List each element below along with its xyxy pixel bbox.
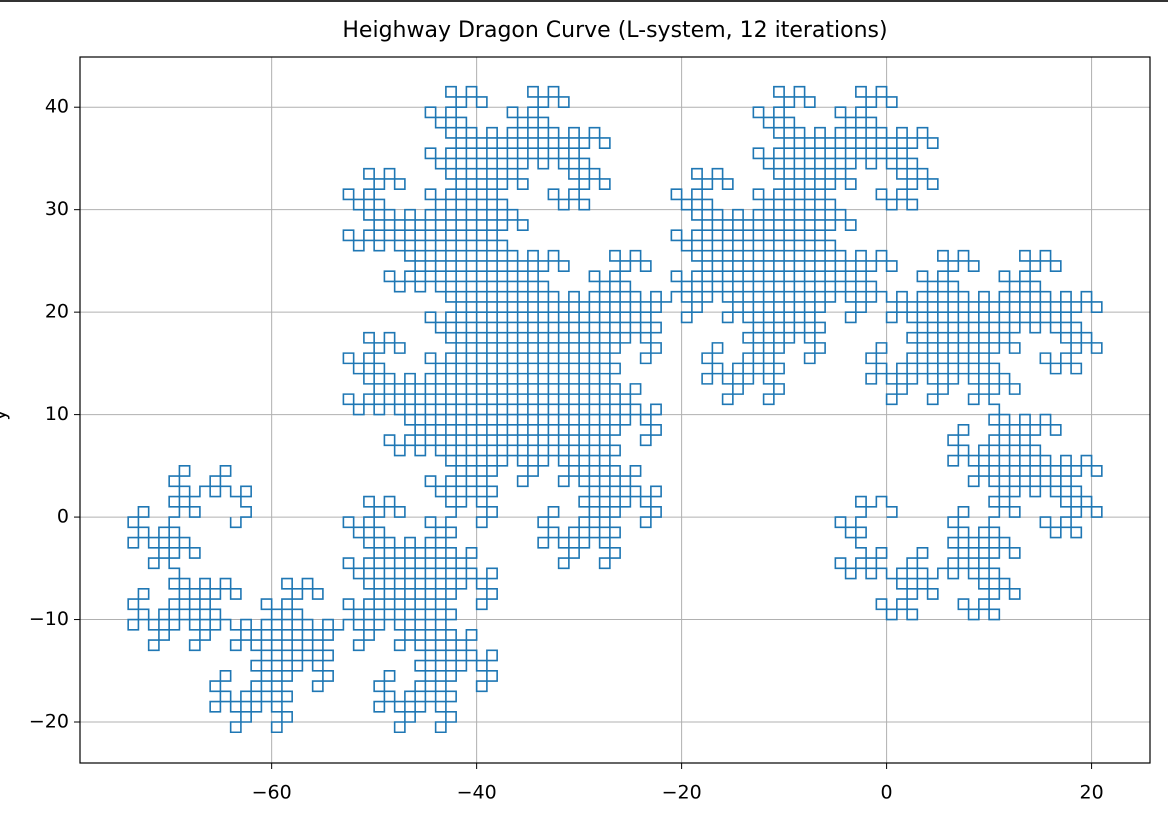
x-tick-label: −60 [252, 782, 292, 804]
y-tick-label: −20 [29, 711, 69, 733]
x-tick-label: −40 [457, 782, 497, 804]
y-tick-label: 10 [45, 403, 69, 425]
y-tick-label: 0 [57, 506, 69, 528]
axes-frame [79, 56, 1151, 764]
dragon-curve [127, 85, 1103, 734]
y-tick-label: −10 [29, 608, 69, 630]
x-tick-label: −20 [662, 782, 702, 804]
plot-area: −60 −40 −20 0 20 −20 −10 0 10 20 30 40 [29, 56, 1151, 804]
x-tick-label: 20 [1079, 782, 1103, 804]
y-tick-label: 40 [45, 96, 69, 118]
chart-title: Heighway Dragon Curve (L-system, 12 iter… [342, 18, 887, 43]
x-tick-label: 0 [881, 782, 893, 804]
y-tick-label: 20 [45, 301, 69, 323]
y-tick-label: 30 [45, 198, 69, 220]
y-axis-label: y [0, 409, 11, 420]
